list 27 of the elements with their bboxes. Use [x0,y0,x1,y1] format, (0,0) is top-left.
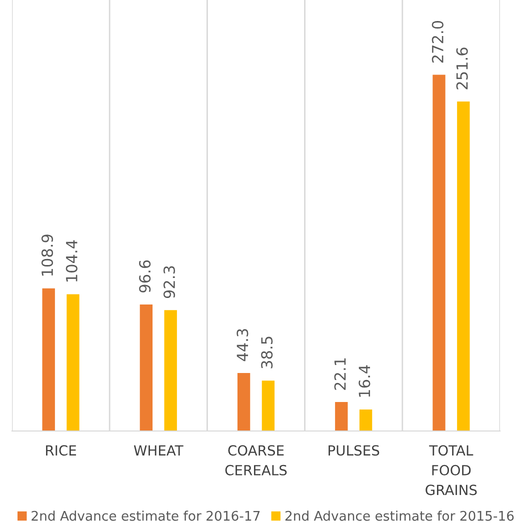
data-label: 108.9 [41,234,54,276]
data-label: 38.5 [261,336,273,368]
x-tick-label: COARSE CEREALS [225,445,287,476]
data-label: 251.6 [456,48,468,90]
bar [432,74,446,431]
bar [359,410,372,431]
data-label: 272.0 [432,20,444,63]
data-label: 44.3 [236,329,248,362]
bar [262,380,275,431]
x-tick-label: TOTAL FOOD GRAINS [426,445,477,496]
x-tick-label: RICE [46,445,76,456]
legend-label: 2nd Advance estimate for 2016-17 [32,510,260,521]
data-label: 16.4 [358,365,370,397]
data-label: 22.1 [334,358,346,390]
bar [42,288,55,431]
bar [66,294,80,431]
bar [335,402,348,431]
data-label: 104.4 [66,240,78,282]
legend-label: 2nd Advance estimate for 2015-16 [285,510,514,521]
x-tick-label: WHEAT [134,445,184,456]
bar [164,310,177,431]
bar [237,372,250,431]
bar [457,102,470,431]
bar [140,304,153,431]
data-label: 96.6 [139,260,151,292]
data-label: 92.3 [163,266,176,298]
x-tick-label: PULSES [328,445,380,456]
